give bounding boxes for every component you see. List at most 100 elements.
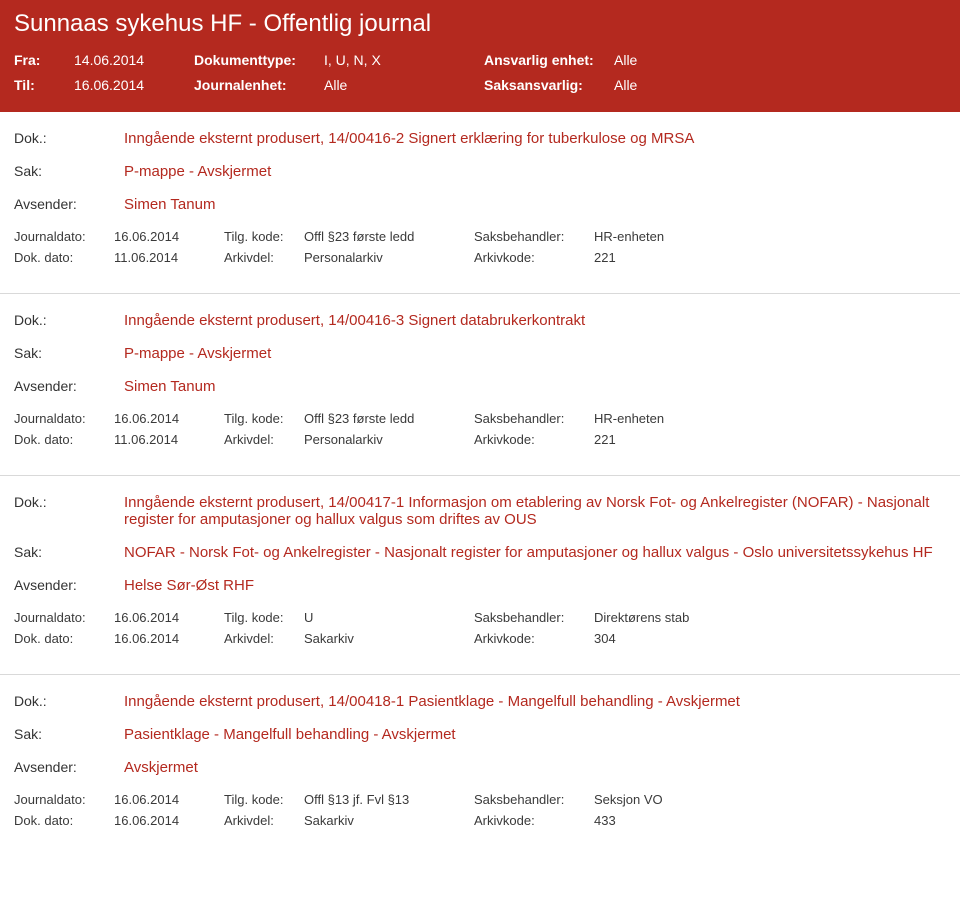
responsible-unit-value: Alle (614, 48, 694, 73)
arkivkode-value: 221 (594, 250, 754, 265)
filter-row-from: Fra: 14.06.2014 Dokumenttype: I, U, N, X… (14, 48, 946, 73)
to-date: 16.06.2014 (74, 73, 194, 98)
sak-label: Sak: (14, 163, 124, 179)
journaldato-label: Journaldato: (14, 229, 114, 244)
dok-label: Dok.: (14, 312, 124, 328)
arkivkode-value: 221 (594, 432, 754, 447)
arkivdel-label: Arkivdel: (224, 432, 304, 447)
journaldato-value: 16.06.2014 (114, 411, 224, 426)
dok-label: Dok.: (14, 494, 124, 510)
dokdato-label: Dok. dato: (14, 631, 114, 646)
dok-value: Inngående eksternt produsert, 14/00418-1… (124, 693, 946, 710)
journal-header: Sunnaas sykehus HF - Offentlig journal F… (0, 0, 960, 112)
saksbehandler-label: Saksbehandler: (474, 411, 594, 426)
saksbehandler-value: Direktørens stab (594, 610, 754, 625)
arkivdel-label: Arkivdel: (224, 813, 304, 828)
avsender-value: Simen Tanum (124, 378, 946, 395)
saksbehandler-value: HR-enheten (594, 411, 754, 426)
dok-label: Dok.: (14, 693, 124, 709)
avsender-value: Simen Tanum (124, 196, 946, 213)
dok-row: Dok.: Inngående eksternt produsert, 14/0… (14, 494, 946, 528)
dok-value: Inngående eksternt produsert, 14/00416-2… (124, 130, 946, 147)
arkivdel-label: Arkivdel: (224, 631, 304, 646)
filter-row-to: Til: 16.06.2014 Journalenhet: Alle Saksa… (14, 73, 946, 98)
tilgkode-label: Tilg. kode: (224, 411, 304, 426)
tilgkode-label: Tilg. kode: (224, 229, 304, 244)
avsender-label: Avsender: (14, 577, 124, 593)
sak-value: Pasientklage - Mangelfull behandling - A… (124, 726, 946, 743)
sak-row: Sak: P-mappe - Avskjermet (14, 163, 946, 180)
tilgkode-label: Tilg. kode: (224, 610, 304, 625)
journaldato-value: 16.06.2014 (114, 229, 224, 244)
dokdato-label: Dok. dato: (14, 813, 114, 828)
sak-label: Sak: (14, 544, 124, 560)
sak-row: Sak: P-mappe - Avskjermet (14, 345, 946, 362)
journalunit-label: Journalenhet: (194, 73, 324, 98)
dok-value: Inngående eksternt produsert, 14/00416-3… (124, 312, 946, 329)
meta-row-2: Dok. dato: 16.06.2014 Arkivdel: Sakarkiv… (14, 813, 946, 828)
meta-row-2: Dok. dato: 11.06.2014 Arkivdel: Personal… (14, 432, 946, 447)
from-label: Fra: (14, 48, 74, 73)
tilgkode-value: Offl §13 jf. Fvl §13 (304, 792, 474, 807)
sak-value: P-mappe - Avskjermet (124, 345, 946, 362)
sak-value: NOFAR - Norsk Fot- og Ankelregister - Na… (124, 544, 946, 561)
meta-row-1: Journaldato: 16.06.2014 Tilg. kode: Offl… (14, 792, 946, 807)
avsender-label: Avsender: (14, 378, 124, 394)
dok-value: Inngående eksternt produsert, 14/00417-1… (124, 494, 946, 528)
arkivkode-value: 304 (594, 631, 754, 646)
avsender-value: Avskjermet (124, 759, 946, 776)
arkivkode-value: 433 (594, 813, 754, 828)
journaldato-label: Journaldato: (14, 792, 114, 807)
avsender-row: Avsender: Avskjermet (14, 759, 946, 776)
doctype-label: Dokumenttype: (194, 48, 324, 73)
sak-row: Sak: NOFAR - Norsk Fot- og Ankelregister… (14, 544, 946, 561)
records-list: Dok.: Inngående eksternt produsert, 14/0… (0, 112, 960, 856)
arkivdel-value: Sakarkiv (304, 813, 474, 828)
journaldato-label: Journaldato: (14, 610, 114, 625)
avsender-row: Avsender: Helse Sør-Øst RHF (14, 577, 946, 594)
dokdato-value: 11.06.2014 (114, 432, 224, 447)
dok-label: Dok.: (14, 130, 124, 146)
page-title: Sunnaas sykehus HF - Offentlig journal (14, 10, 946, 38)
saksbehandler-label: Saksbehandler: (474, 792, 594, 807)
dokdato-value: 16.06.2014 (114, 813, 224, 828)
journaldato-label: Journaldato: (14, 411, 114, 426)
saksbehandler-label: Saksbehandler: (474, 229, 594, 244)
responsible-unit-label: Ansvarlig enhet: (484, 48, 614, 73)
dok-row: Dok.: Inngående eksternt produsert, 14/0… (14, 130, 946, 147)
arkivdel-value: Personalarkiv (304, 432, 474, 447)
journalunit-value: Alle (324, 73, 484, 98)
dok-row: Dok.: Inngående eksternt produsert, 14/0… (14, 312, 946, 329)
journal-record: Dok.: Inngående eksternt produsert, 14/0… (0, 476, 960, 675)
arkivkode-label: Arkivkode: (474, 631, 594, 646)
case-responsible-value: Alle (614, 73, 694, 98)
dok-row: Dok.: Inngående eksternt produsert, 14/0… (14, 693, 946, 710)
avsender-value: Helse Sør-Øst RHF (124, 577, 946, 594)
avsender-row: Avsender: Simen Tanum (14, 378, 946, 395)
arkivdel-value: Personalarkiv (304, 250, 474, 265)
dokdato-label: Dok. dato: (14, 250, 114, 265)
meta-row-1: Journaldato: 16.06.2014 Tilg. kode: Offl… (14, 411, 946, 426)
journaldato-value: 16.06.2014 (114, 610, 224, 625)
tilgkode-value: Offl §23 første ledd (304, 411, 474, 426)
doctype-value: I, U, N, X (324, 48, 484, 73)
saksbehandler-label: Saksbehandler: (474, 610, 594, 625)
journal-record: Dok.: Inngående eksternt produsert, 14/0… (0, 294, 960, 476)
avsender-label: Avsender: (14, 759, 124, 775)
arkivkode-label: Arkivkode: (474, 813, 594, 828)
journal-record: Dok.: Inngående eksternt produsert, 14/0… (0, 675, 960, 856)
journaldato-value: 16.06.2014 (114, 792, 224, 807)
tilgkode-label: Tilg. kode: (224, 792, 304, 807)
saksbehandler-value: Seksjon VO (594, 792, 754, 807)
tilgkode-value: Offl §23 første ledd (304, 229, 474, 244)
sak-row: Sak: Pasientklage - Mangelfull behandlin… (14, 726, 946, 743)
avsender-row: Avsender: Simen Tanum (14, 196, 946, 213)
from-date: 14.06.2014 (74, 48, 194, 73)
sak-value: P-mappe - Avskjermet (124, 163, 946, 180)
to-label: Til: (14, 73, 74, 98)
saksbehandler-value: HR-enheten (594, 229, 754, 244)
dokdato-label: Dok. dato: (14, 432, 114, 447)
arkivdel-label: Arkivdel: (224, 250, 304, 265)
meta-row-2: Dok. dato: 16.06.2014 Arkivdel: Sakarkiv… (14, 631, 946, 646)
arkivkode-label: Arkivkode: (474, 250, 594, 265)
